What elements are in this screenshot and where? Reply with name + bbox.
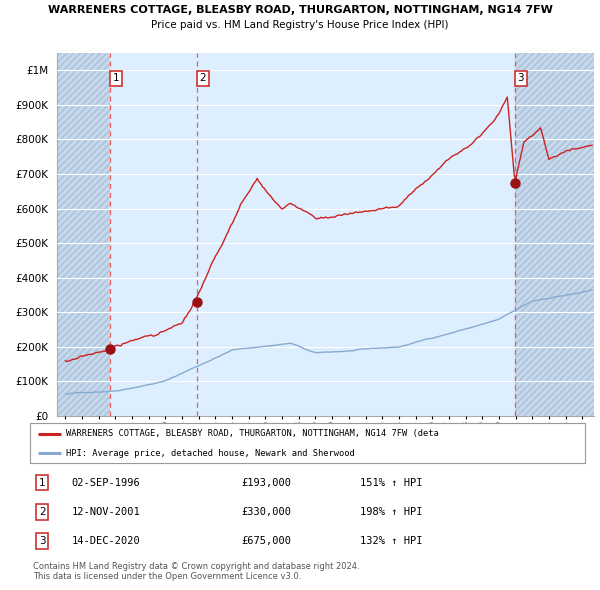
Text: WARRENERS COTTAGE, BLEASBY ROAD, THURGARTON, NOTTINGHAM, NG14 7FW (deta: WARRENERS COTTAGE, BLEASBY ROAD, THURGAR… (66, 430, 439, 438)
Text: 198% ↑ HPI: 198% ↑ HPI (360, 507, 423, 517)
Bar (515, 53, 594, 416)
Text: 2: 2 (199, 74, 206, 84)
Text: 151% ↑ HPI: 151% ↑ HPI (360, 477, 423, 487)
Bar (57, 53, 110, 416)
Text: 12-NOV-2001: 12-NOV-2001 (71, 507, 140, 517)
Text: 2: 2 (39, 507, 46, 517)
Text: 132% ↑ HPI: 132% ↑ HPI (360, 536, 423, 546)
Text: 14-DEC-2020: 14-DEC-2020 (71, 536, 140, 546)
Text: This data is licensed under the Open Government Licence v3.0.: This data is licensed under the Open Gov… (33, 572, 301, 581)
Text: £330,000: £330,000 (241, 507, 291, 517)
Text: 1: 1 (39, 477, 46, 487)
Text: £675,000: £675,000 (241, 536, 291, 546)
Text: £193,000: £193,000 (241, 477, 291, 487)
Bar (515, 53, 594, 416)
Bar (197, 53, 515, 416)
Text: WARRENERS COTTAGE, BLEASBY ROAD, THURGARTON, NOTTINGHAM, NG14 7FW: WARRENERS COTTAGE, BLEASBY ROAD, THURGAR… (47, 5, 553, 15)
Text: 3: 3 (518, 74, 524, 84)
Text: 3: 3 (39, 536, 46, 546)
Text: HPI: Average price, detached house, Newark and Sherwood: HPI: Average price, detached house, Newa… (66, 448, 355, 458)
Text: Contains HM Land Registry data © Crown copyright and database right 2024.: Contains HM Land Registry data © Crown c… (33, 562, 359, 571)
Text: 02-SEP-1996: 02-SEP-1996 (71, 477, 140, 487)
Text: Price paid vs. HM Land Registry's House Price Index (HPI): Price paid vs. HM Land Registry's House … (151, 20, 449, 30)
Bar (110, 53, 197, 416)
Text: 1: 1 (113, 74, 119, 84)
Bar (57, 53, 110, 416)
